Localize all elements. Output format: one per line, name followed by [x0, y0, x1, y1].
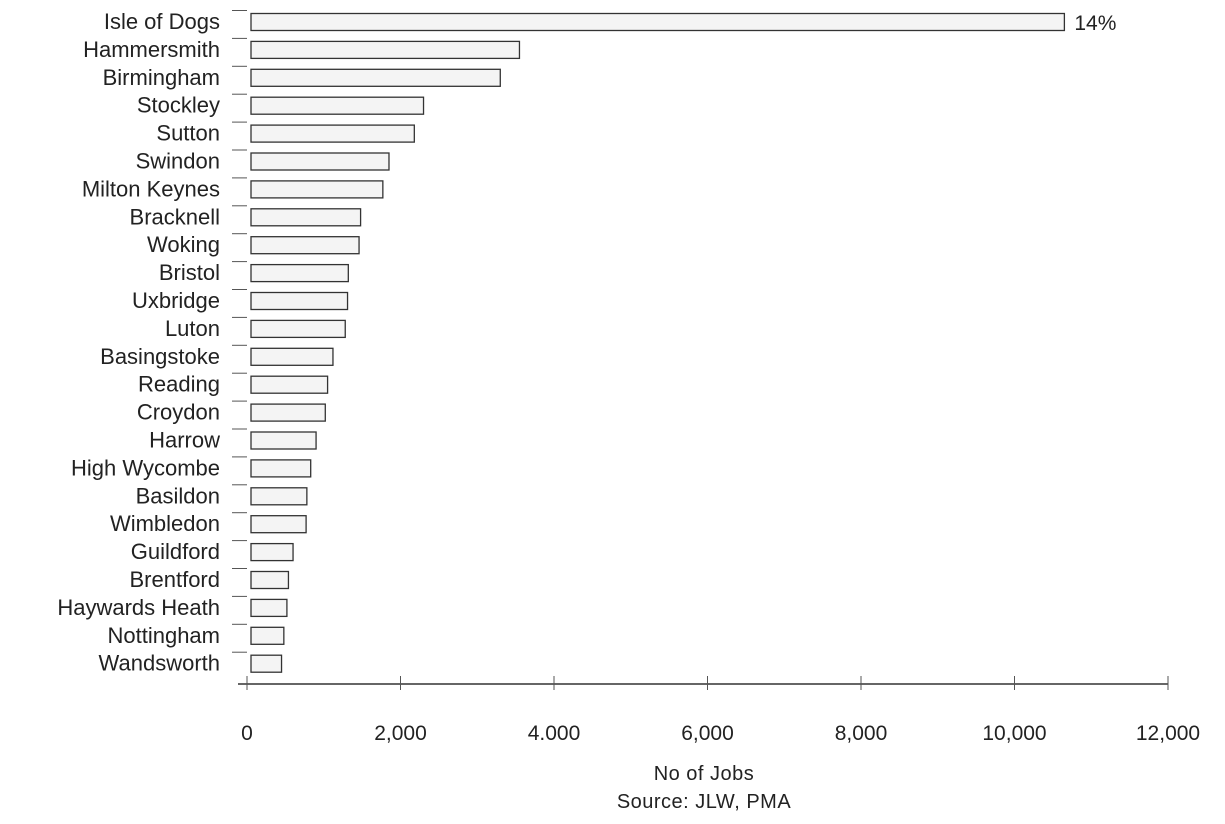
bar-guildford	[250, 542, 294, 562]
category-label-stockley: Stockley	[137, 93, 220, 118]
x-axis-title: No of Jobs	[654, 763, 755, 785]
bar-basildon	[250, 487, 308, 506]
category-label-isle-of-dogs: Isle of Dogs	[104, 9, 220, 34]
category-label-brentford: Brentford	[130, 567, 221, 592]
category-label-sutton: Sutton	[156, 121, 220, 146]
category-label-woking: Woking	[147, 232, 220, 257]
bar-sutton	[250, 124, 415, 143]
bar-haywards-heath	[250, 598, 288, 618]
bar-birmingham	[250, 68, 501, 87]
bar-reading	[250, 375, 329, 394]
source-note: Source: JLW, PMA	[617, 791, 792, 813]
bar-basingstoke	[250, 347, 334, 366]
x-tick-label: 0	[241, 722, 253, 745]
x-tick-label: 12,000	[1136, 722, 1200, 745]
x-tick-label: 10,000	[982, 722, 1046, 745]
category-label-luton: Luton	[165, 316, 220, 341]
bar-nottingham	[250, 626, 285, 645]
category-label-hammersmith: Hammersmith	[83, 37, 220, 62]
category-label-wimbledon: Wimbledon	[110, 511, 220, 536]
bar-croydon	[250, 403, 326, 422]
bar-uxbridge	[250, 291, 349, 311]
category-label-high-wycombe: High Wycombe	[71, 455, 220, 480]
bar-milton-keynes	[250, 180, 384, 199]
category-label-wandsworth: Wandsworth	[99, 651, 220, 676]
category-label-reading: Reading	[138, 372, 220, 397]
bar-harrow	[250, 431, 317, 450]
category-labels: Isle of Dogs Hammersmith Birmingham Stockle…	[57, 9, 1116, 676]
bar-high-wycombe	[250, 459, 312, 478]
bar-stockley	[250, 96, 425, 115]
category-label-swindon: Swindon	[136, 149, 220, 174]
x-tick-label: 6,000	[681, 722, 734, 745]
bar-woking	[250, 236, 360, 255]
category-label-bristol: Bristol	[159, 260, 220, 285]
bar-wandsworth	[250, 654, 283, 673]
x-tick-label: 2,000	[374, 722, 427, 745]
bars-layer	[232, 10, 1066, 673]
bar-luton	[250, 319, 346, 339]
category-label-croydon: Croydon	[137, 400, 220, 425]
category-label-haywards-heath: Haywards Heath	[57, 595, 220, 620]
bar-swindon	[250, 152, 390, 171]
category-label-basingstoke: Basingstoke	[100, 344, 220, 369]
data-label-isle-of-dogs: 14%	[1074, 12, 1116, 35]
category-label-milton-keynes: Milton Keynes	[82, 176, 220, 201]
category-label-nottingham: Nottingham	[107, 623, 220, 648]
bar-brentford	[250, 570, 290, 590]
category-label-basildon: Basildon	[136, 483, 220, 508]
category-label-birmingham: Birmingham	[103, 65, 220, 90]
category-label-harrow: Harrow	[149, 428, 220, 453]
bar-isle-of-dogs	[250, 12, 1066, 32]
bar-bristol	[250, 263, 349, 283]
category-label-uxbridge: Uxbridge	[132, 288, 220, 313]
bar-wimbledon	[250, 515, 307, 534]
category-label-bracknell: Bracknell	[130, 204, 220, 229]
bar-hammersmith	[250, 40, 521, 60]
x-axis-ticks: 0 2,000 4.000 6,000 8,000 10,000 12,000	[241, 676, 1200, 745]
x-tick-label: 8,000	[835, 722, 888, 745]
category-label-guildford: Guildford	[131, 539, 220, 564]
x-tick-label: 4.000	[528, 722, 581, 745]
bar-bracknell	[250, 208, 362, 227]
